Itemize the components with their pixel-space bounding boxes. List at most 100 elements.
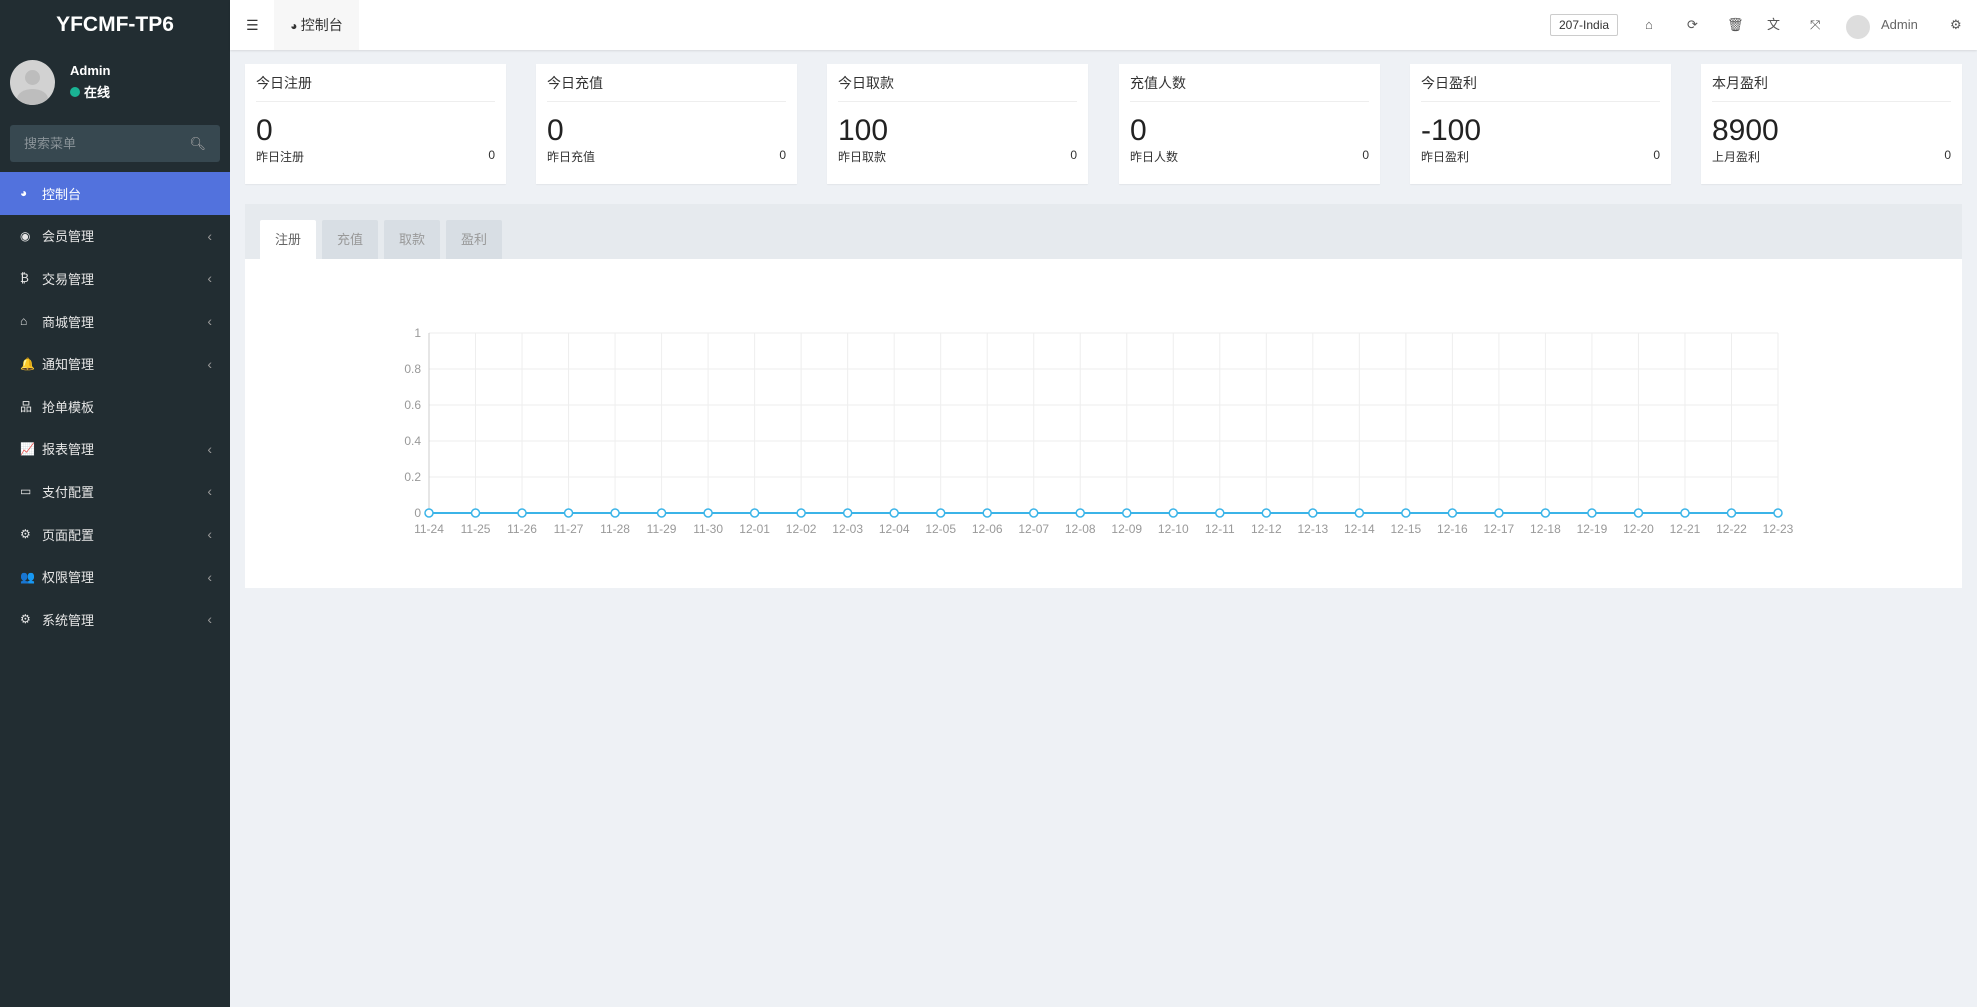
sidebar-item-1[interactable]: ◉ 会员管理 ‹ [0, 215, 230, 258]
sidebar-item-4[interactable]: 🔔 通知管理 ‹ [0, 342, 230, 385]
admin-avatar[interactable] [1846, 15, 1870, 39]
menu-search-input[interactable]: 搜索菜单 🔍︎ [10, 125, 220, 162]
chart-tab-0[interactable]: 注册 [260, 220, 316, 259]
card-sub-value: 0 [1944, 148, 1951, 162]
card-sub-value: 0 [1362, 148, 1369, 162]
data-point [517, 508, 527, 518]
top-header: ☰ ◕ 控制台 207-India ⌂ ⟳ 🗑︎ 文 ⤧ Admin ⚙ [230, 0, 1977, 50]
data-point [703, 508, 713, 518]
x-tick-label: 11-26 [507, 522, 537, 536]
sidebar-item-label: 系统管理 [42, 612, 95, 628]
data-point [935, 508, 946, 518]
data-point [1680, 508, 1690, 518]
sidebar-item-label: 控制台 [42, 186, 82, 202]
chart-tab-1[interactable]: 充值 [322, 220, 378, 259]
data-point [1215, 508, 1225, 518]
server-badge[interactable]: 207-India [1550, 14, 1619, 36]
user-name: Admin [70, 63, 111, 78]
data-point [1540, 508, 1551, 518]
online-dot-icon [70, 87, 80, 97]
data-point [1726, 508, 1737, 518]
chevron-left-icon: ‹ [207, 611, 212, 628]
data-point [1773, 508, 1783, 518]
stat-card: 本月盈利 8900 上月盈利 0 [1701, 64, 1962, 184]
sidebar-item-label: 商城管理 [42, 314, 95, 330]
chevron-left-icon: ‹ [207, 270, 212, 287]
x-tick-label: 11-30 [693, 522, 723, 536]
user-circle-icon: ◉ [20, 228, 31, 243]
x-tick-label: 12-14 [1344, 522, 1375, 536]
data-point [656, 508, 667, 518]
fullscreen-icon[interactable]: ⤧ [1810, 17, 1821, 32]
sidebar-item-9[interactable]: 👥 权限管理 ‹ [0, 555, 230, 598]
trash-icon[interactable]: 🗑︎ [1727, 17, 1744, 32]
sidebar-item-7[interactable]: ▭ 支付配置 ‹ [0, 470, 230, 513]
data-point [842, 508, 853, 518]
admin-name[interactable]: Admin [1881, 17, 1918, 32]
user-panel: Admin 在线 [10, 60, 110, 105]
chevron-left-icon: ‹ [207, 355, 212, 372]
data-point [470, 508, 481, 518]
stat-card: 充值人数 0 昨日人数 0 [1119, 64, 1380, 184]
card-sub-value: 0 [488, 148, 495, 162]
x-tick-label: 12-23 [1763, 522, 1794, 536]
chart-tab-3[interactable]: 盈利 [446, 220, 502, 259]
bitcoin-icon: ₿ [20, 271, 29, 286]
x-tick-label: 12-07 [1018, 522, 1049, 536]
sidebar-item-6[interactable]: 📈 报表管理 ‹ [0, 428, 230, 471]
settings-cogs-icon[interactable]: ⚙ [1950, 17, 1962, 32]
sidebar-item-label: 抢单模板 [42, 399, 95, 415]
x-tick-label: 12-18 [1530, 522, 1561, 536]
card-value: 100 [838, 114, 889, 147]
x-tick-label: 12-16 [1437, 522, 1468, 536]
x-tick-label: 12-11 [1205, 522, 1235, 536]
sidebar-item-label: 会员管理 [42, 229, 95, 245]
sidebar-item-5[interactable]: 品抢单模板 [0, 385, 230, 428]
tab-dashboard[interactable]: ◕ 控制台 [274, 0, 359, 50]
sidebar-item-10[interactable]: ⚙ 系统管理 ‹ [0, 598, 230, 641]
x-tick-label: 12-13 [1297, 522, 1328, 536]
sidebar: YFCMF-TP6 Admin 在线 搜索菜单 🔍︎ ◕ 控制台 ◉ 会员管理 ‹ ₿ 交易… [0, 0, 230, 1007]
cog-icon: ⚙ [20, 527, 31, 542]
card-title: 今日充值 [547, 64, 786, 102]
card-value: 0 [1130, 114, 1147, 147]
dashboard-icon: ◕ [290, 19, 301, 33]
chart-tab-2[interactable]: 取款 [384, 220, 440, 259]
sidebar-item-2[interactable]: ₿ 交易管理 ‹ [0, 257, 230, 300]
y-tick-label: 0 [414, 506, 421, 520]
search-icon[interactable]: 🔍︎ [189, 136, 206, 151]
app-logo[interactable]: YFCMF-TP6 [56, 13, 174, 36]
translate-icon[interactable]: 文 [1767, 17, 1781, 32]
line-chart: 0 0.2 0.4 0.6 0.8 1 11-24 11-25 11-26 11-27 11-28 1… [404, 326, 1794, 536]
sidebar-item-8[interactable]: ⚙ 页面配置 ‹ [0, 513, 230, 556]
data-point [1308, 508, 1318, 518]
sidebar-item-3[interactable]: ⌂ 商城管理 ‹ [0, 300, 230, 343]
home-icon[interactable]: ⌂ [1645, 17, 1653, 32]
avatar [10, 60, 55, 105]
x-tick-label: 11-25 [461, 522, 491, 536]
search-placeholder: 搜索菜单 [24, 136, 77, 151]
card-sub-label: 昨日人数 [1130, 150, 1179, 164]
card-title: 今日取款 [838, 64, 1077, 102]
x-tick-label: 12-09 [1111, 522, 1142, 536]
data-point [1447, 508, 1458, 518]
x-tick-label: 12-03 [832, 522, 863, 536]
refresh-icon[interactable]: ⟳ [1687, 17, 1698, 32]
data-point [1401, 508, 1411, 518]
tab-label: 控制台 [300, 17, 343, 33]
stat-card: 今日盈利 -100 昨日盈利 0 [1410, 64, 1671, 184]
card-sub-label: 上月盈利 [1712, 150, 1761, 164]
users-icon: 👥 [20, 569, 35, 584]
data-point [982, 508, 992, 518]
y-tick-label: 0.8 [404, 362, 421, 376]
chevron-left-icon: ‹ [207, 313, 212, 330]
x-tick-label: 12-21 [1670, 522, 1701, 536]
data-point [424, 508, 434, 518]
sidebar-item-0[interactable]: ◕ 控制台 [0, 172, 230, 215]
card-sub-value: 0 [779, 148, 786, 162]
card-sub-label: 昨日注册 [256, 150, 305, 164]
sidebar-item-label: 页面配置 [42, 527, 95, 543]
chevron-left-icon: ‹ [207, 568, 212, 585]
menu-toggle-icon[interactable]: ☰ [246, 17, 259, 33]
card-title: 今日注册 [256, 64, 495, 102]
